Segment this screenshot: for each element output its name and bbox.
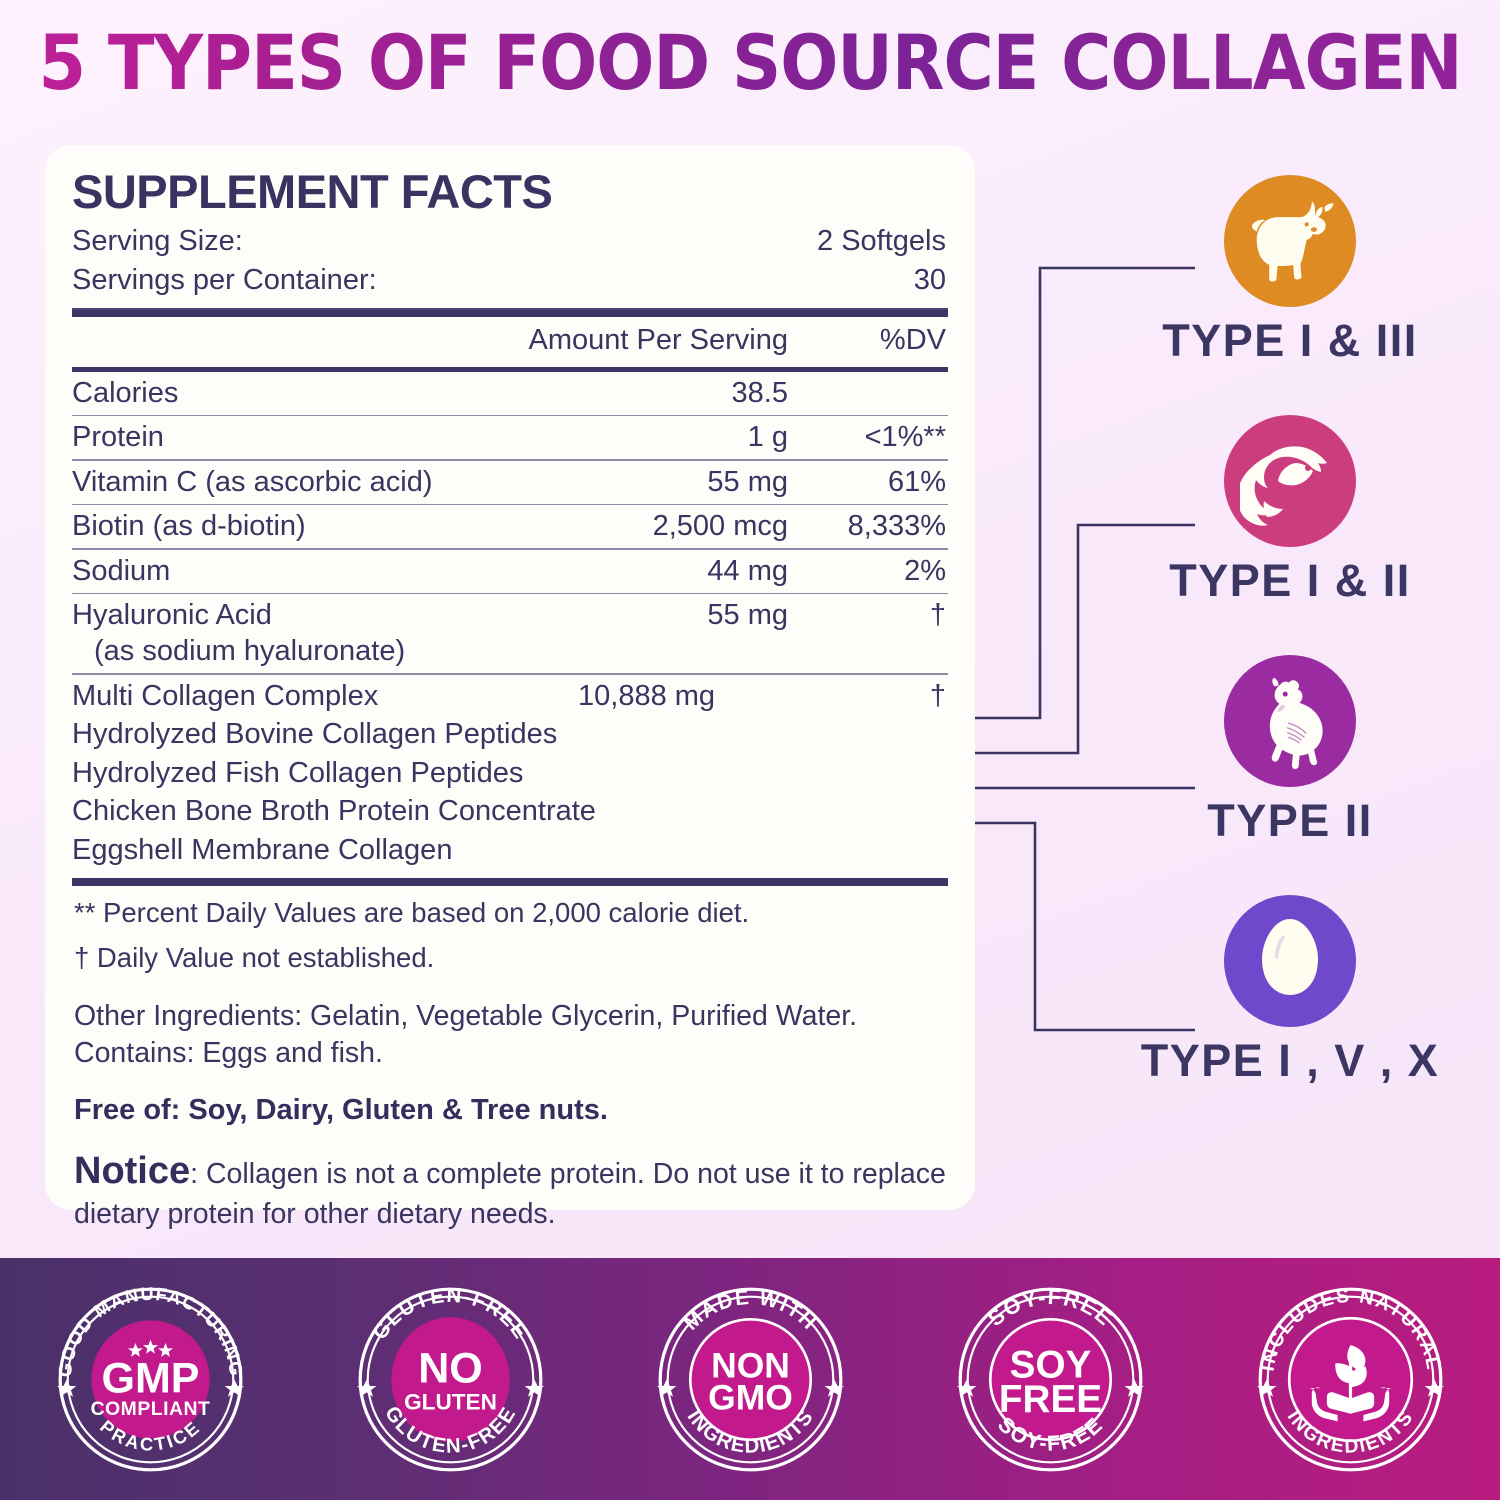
servings-per-container-row: Servings per Container: 30 [70, 261, 950, 299]
nutrient-amount: 2,500 mcg [652, 510, 788, 543]
nutrient-dv: † [929, 599, 946, 632]
collagen-type-item-2: TYPE I & II [1090, 415, 1490, 607]
natural-ingredients-badge-icon: INCLUDES NATURAL INGREDIENTS [1243, 1272, 1458, 1487]
gmp-inner-bottom: COMPLIANT [90, 1397, 210, 1419]
gluten-inner-top: NO [418, 1344, 483, 1392]
nutrient-amount: 55 mg [707, 599, 788, 632]
collagen-complex-block: Multi Collagen Complex 10,888 mg † Hydrolyz… [70, 675, 950, 869]
nutrient-name: Calories [72, 376, 179, 409]
nutrient-row: Protein 1 g <1%** [70, 416, 950, 459]
nutrient-amount: 1 g [747, 421, 788, 454]
collagen-complex-dv: † [929, 679, 946, 712]
row-divider [72, 592, 948, 595]
nutrient-dv: 61% [887, 465, 946, 498]
gluten-inner-bottom: GLUTEN [404, 1389, 497, 1414]
nutrient-amount: 55 mg [707, 465, 788, 498]
footnote-daily-values: ** Percent Daily Values are based on 2,0… [74, 897, 750, 929]
collagen-complex-row: Multi Collagen Complex 10,888 mg † [70, 675, 950, 715]
rule-below-table [72, 878, 948, 887]
servings-per-container-label: Servings per Container: [72, 263, 377, 296]
supplement-facts-heading: SUPPLEMENT FACTS [72, 165, 553, 218]
collagen-type-label-1: TYPE I & III [1162, 315, 1418, 366]
gmo-inner-bottom: GMO [708, 1377, 793, 1417]
rule-above-headers [72, 307, 948, 317]
nutrient-name: Sodium [72, 554, 171, 587]
soy-inner-top: SOY [1009, 1343, 1091, 1386]
nutrient-dv: 8,333% [847, 510, 946, 543]
free-of-text: Free of: Soy, Dairy, Gluten & Tree nuts. [74, 1093, 608, 1126]
fish-icon [1224, 415, 1356, 547]
rule-below-headers [72, 366, 948, 372]
row-divider [72, 459, 948, 461]
notice-body: : Collagen is not a complete protein. Do… [74, 1157, 946, 1231]
chicken-icon [1224, 655, 1356, 787]
collagen-source-row: Hydrolyzed Fish Collagen Peptides [72, 756, 524, 789]
row-divider [72, 503, 948, 506]
nutrient-dv: 2% [904, 554, 946, 587]
supplement-facts-card: SUPPLEMENT FACTS Serving Size: 2 Softgel… [45, 145, 975, 1230]
footnote-dagger: † Daily Value not established. [74, 941, 435, 973]
collagen-source-row: Hydrolyzed Bovine Collagen Peptides [72, 718, 558, 751]
nutrient-subname: (as sodium hyaluronate) [94, 635, 406, 668]
collagen-complex-name: Multi Collagen Complex [72, 679, 379, 712]
nutrient-name: Vitamin C (as ascorbic acid) [72, 465, 433, 498]
nutrient-row: Biotin (as d-biotin) 2,500 mcg 8,333% [70, 505, 950, 548]
gluten-free-badge-icon: GLUTEN-FREE GLUTEN-FREE NO GLUTEN [343, 1272, 558, 1487]
serving-size-label: Serving Size: [72, 225, 243, 258]
collagen-source-row: Eggshell Membrane Collagen [72, 833, 453, 866]
gmp-inner-top: GMP [101, 1354, 199, 1402]
nutrient-name: Biotin (as d-biotin) [72, 510, 306, 543]
row-divider [72, 548, 948, 550]
nutrient-rows: Calories 38.5 Protein 1 g <1%** Vitamin C (as… [70, 372, 950, 675]
other-ingredients-text: Other Ingredients: Gelatin, Vegetable Gl… [74, 999, 858, 1069]
table-column-headers: Amount Per Serving %DV [70, 317, 950, 363]
collagen-source-row: Chicken Bone Broth Protein Concentrate [72, 795, 596, 828]
serving-size-row: Serving Size: 2 Softgels [70, 222, 950, 260]
collagen-type-item-4: TYPE I , V , X [1090, 895, 1490, 1087]
row-divider [72, 673, 948, 675]
nutrient-name: Protein [72, 421, 164, 454]
certification-badge-bar: GOOD MANUFACTURING PRACTICE GMP COMPLIAN… [0, 1258, 1500, 1500]
nutrient-row: Hyaluronic Acid (as sodium hyaluronate) 55… [70, 594, 950, 673]
soy-inner-bottom: FREE [998, 1377, 1101, 1420]
collagen-type-item-1: TYPE I & III [1090, 175, 1490, 367]
nutrient-amount: 38.5 [731, 376, 788, 409]
collagen-type-label-4: TYPE I , V , X [1140, 1035, 1440, 1086]
soy-free-badge-icon: SOY-FREE SOY-FREE SOY FREE [943, 1272, 1158, 1487]
egg-icon [1224, 895, 1356, 1027]
collagen-type-label-2: TYPE I & II [1169, 555, 1411, 606]
nutrient-row: Calories 38.5 [70, 372, 950, 415]
nutrient-row: Vitamin C (as ascorbic acid) 55 mg 61% [70, 461, 950, 504]
nutrient-name: Hyaluronic Acid [72, 599, 272, 632]
collagen-type-label-3: TYPE II [1207, 795, 1373, 846]
nutrient-dv: <1%** [864, 421, 946, 454]
cow-icon [1224, 175, 1356, 307]
row-divider [72, 414, 948, 417]
nutrient-amount: 44 mg [707, 554, 788, 587]
non-gmo-badge-icon: MADE WITH INGREDIENTS NON GMO [643, 1272, 858, 1487]
collagen-complex-amount: 10,888 mg [578, 679, 716, 712]
page-title: 5 TYPES OF FOOD SOURCE COLLAGEN [0, 18, 1500, 107]
serving-size-value: 2 Softgels [817, 225, 946, 258]
collagen-type-item-3: TYPE II [1090, 655, 1490, 847]
plant-in-hands-glyph [1309, 1344, 1391, 1421]
servings-per-container-value: 30 [913, 263, 946, 296]
notice-label: Notice [74, 1149, 191, 1192]
dv-header: %DV [879, 323, 946, 356]
collagen-types-list: TYPE I & III TYPE I & II [1090, 175, 1490, 1087]
nutrient-row: Sodium 44 mg 2% [70, 550, 950, 593]
gmo-inner-top: NON [711, 1345, 790, 1385]
notice-text: Notice: Collagen is not a complete prote… [70, 1127, 950, 1233]
amount-per-serving-header: Amount Per Serving [528, 323, 788, 356]
gmp-badge-icon: GOOD MANUFACTURING PRACTICE GMP COMPLIAN… [43, 1272, 258, 1487]
